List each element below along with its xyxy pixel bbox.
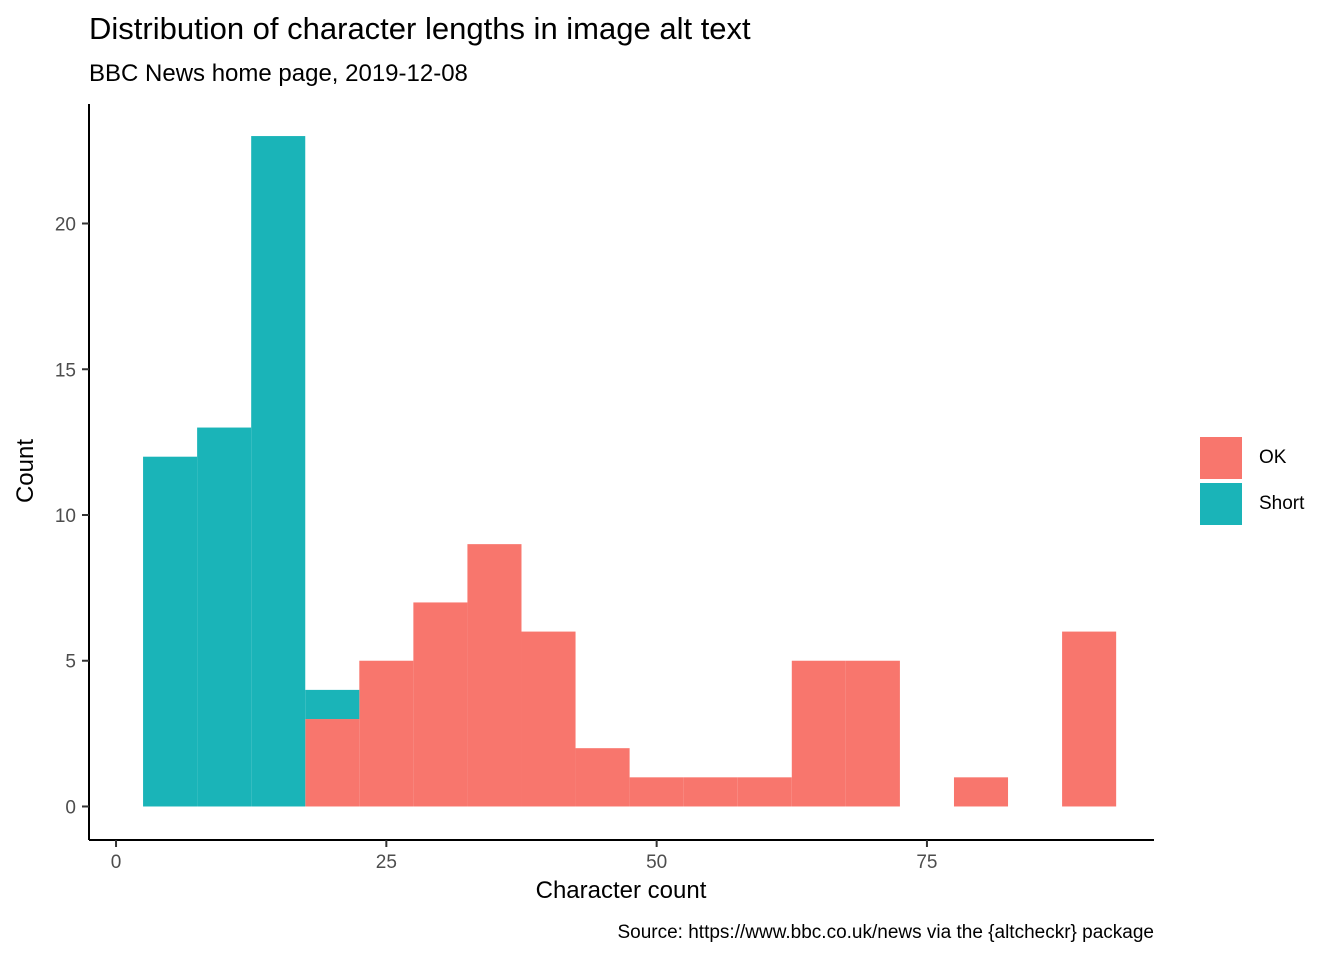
bar-short-0 <box>143 456 198 807</box>
bar-ok-12 <box>1062 631 1117 807</box>
legend: OK Short <box>1200 435 1304 527</box>
bars-layer <box>143 136 1117 807</box>
chart-title: Distribution of character lengths in ima… <box>89 11 751 46</box>
bar-ok-8 <box>737 777 792 807</box>
bar-ok-11 <box>953 777 1009 807</box>
bar-ok-2 <box>413 602 468 807</box>
axes-layer: 0 5 10 15 20 0 25 50 75 <box>55 104 1154 873</box>
bar-ok-0 <box>305 719 360 807</box>
bar-short-3 <box>305 689 360 720</box>
bar-ok-1 <box>359 660 414 807</box>
y-tick-label-15: 15 <box>55 360 76 381</box>
bar-ok-9 <box>791 660 846 807</box>
x-tick-label-75: 75 <box>916 852 937 873</box>
bar-ok-6 <box>629 777 684 807</box>
bar-ok-5 <box>575 748 630 807</box>
legend-item-short: Short <box>1200 481 1304 527</box>
bar-ok-7 <box>683 777 738 807</box>
x-tick-label-0: 0 <box>111 852 122 873</box>
y-tick-label-0: 0 <box>65 797 76 818</box>
y-tick-label-10: 10 <box>55 506 76 527</box>
x-axis-label: Character count <box>535 877 707 904</box>
bar-short-2 <box>251 136 306 807</box>
bar-ok-10 <box>845 660 900 807</box>
x-tick-label-50: 50 <box>646 852 667 873</box>
bar-short-1 <box>197 427 252 807</box>
chart-subtitle: BBC News home page, 2019-12-08 <box>89 60 468 87</box>
bar-ok-4 <box>521 631 576 807</box>
chart-caption: Source: https://www.bbc.co.uk/news via t… <box>617 922 1154 943</box>
legend-label-short: Short <box>1259 493 1305 514</box>
y-tick-label-5: 5 <box>65 652 76 673</box>
y-tick-label-20: 20 <box>55 215 76 236</box>
legend-key-short <box>1200 483 1242 525</box>
bar-ok-3 <box>467 544 522 807</box>
legend-item-ok: OK <box>1200 435 1304 481</box>
x-tick-label-25: 25 <box>376 852 397 873</box>
legend-label-ok: OK <box>1259 447 1287 468</box>
legend-key-ok <box>1200 437 1242 479</box>
